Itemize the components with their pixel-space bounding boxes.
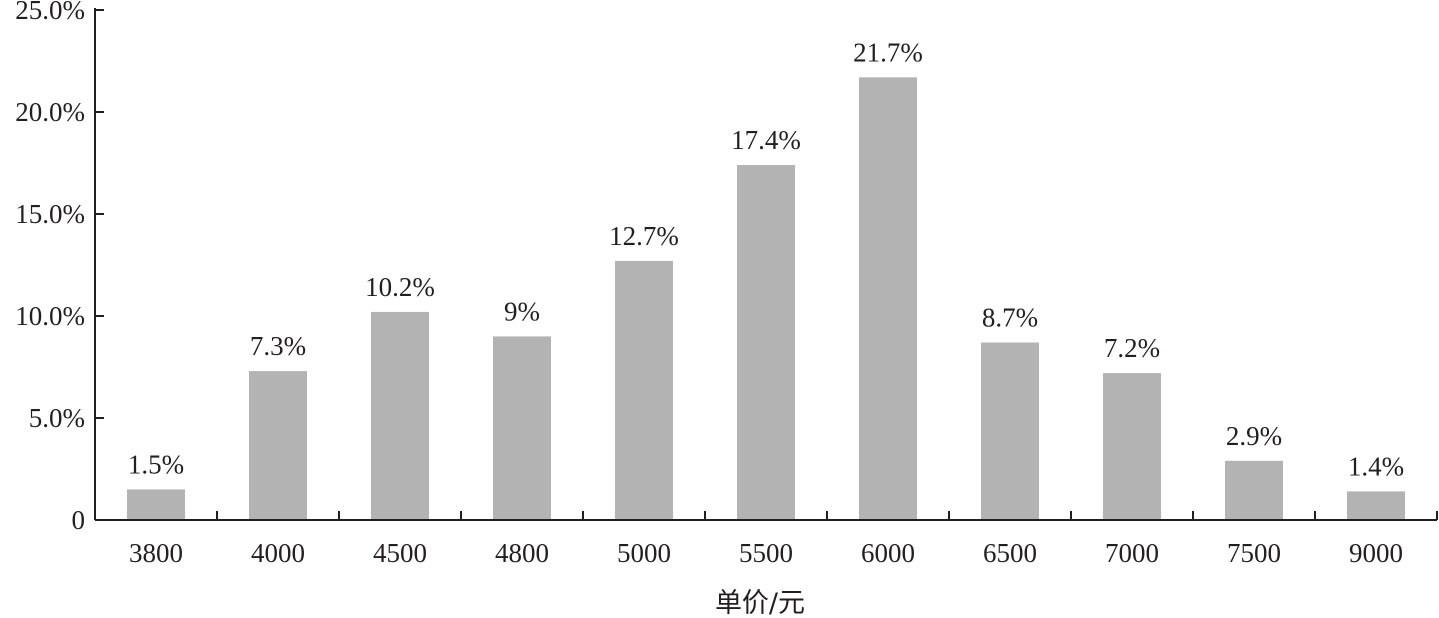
bar-7000	[1103, 373, 1161, 520]
data-label: 8.7%	[982, 303, 1038, 333]
y-tick-label: 15.0%	[15, 199, 85, 229]
bar-3800	[127, 489, 185, 520]
data-label: 1.5%	[128, 449, 184, 479]
data-label: 2.9%	[1226, 421, 1282, 451]
y-tick-label: 10.0%	[15, 301, 85, 331]
y-tick-label: 5.0%	[29, 403, 85, 433]
bar-9000	[1347, 491, 1405, 520]
y-tick-label: 0	[72, 505, 86, 535]
data-label: 21.7%	[853, 37, 923, 67]
x-tick-label: 9000	[1349, 538, 1403, 568]
x-tick-label: 6500	[983, 538, 1037, 568]
bar-5500	[737, 165, 795, 520]
x-tick-label: 5000	[617, 538, 671, 568]
y-tick-label: 20.0%	[15, 97, 85, 127]
x-axis-label: 单价/元	[715, 588, 805, 618]
data-label: 12.7%	[609, 221, 679, 251]
axes-group	[94, 8, 1437, 521]
data-label: 7.2%	[1104, 333, 1160, 363]
data-labels-group: 1.5% 7.3% 10.2% 9% 12.7% 17.4% 21.7% 8.7% 7.2% 2.…	[128, 37, 1404, 481]
data-label: 10.2%	[365, 272, 435, 302]
bars-group	[127, 77, 1405, 521]
bar-5000	[615, 260, 673, 520]
data-label: 7.3%	[250, 331, 306, 361]
bar-6500	[981, 342, 1039, 520]
data-label: 9%	[504, 296, 540, 326]
x-tick-label: 4000	[251, 538, 305, 568]
x-tick-label: 5500	[739, 538, 793, 568]
bar-4000	[249, 371, 307, 520]
x-tick-label: 4800	[495, 538, 549, 568]
bar-4500	[371, 311, 429, 520]
x-tick-label: 6000	[861, 538, 915, 568]
bar-4800	[493, 336, 551, 520]
x-ticks-group: 3800 4000 4500 4800 5000 5500 6000 6500 7000 7500…	[129, 511, 1438, 568]
bar-7500	[1225, 460, 1283, 520]
x-tick-label: 7000	[1105, 538, 1159, 568]
bar-6000	[859, 77, 917, 521]
y-tick-label: 25.0%	[15, 0, 85, 25]
x-tick-label: 4500	[373, 538, 427, 568]
x-tick-label: 3800	[129, 538, 183, 568]
data-label: 17.4%	[731, 125, 801, 155]
x-tick-label: 7500	[1227, 538, 1281, 568]
y-ticks-group: 0 5.0% 10.0% 15.0% 20.0% 25.0%	[15, 0, 104, 535]
data-label: 1.4%	[1348, 451, 1404, 481]
